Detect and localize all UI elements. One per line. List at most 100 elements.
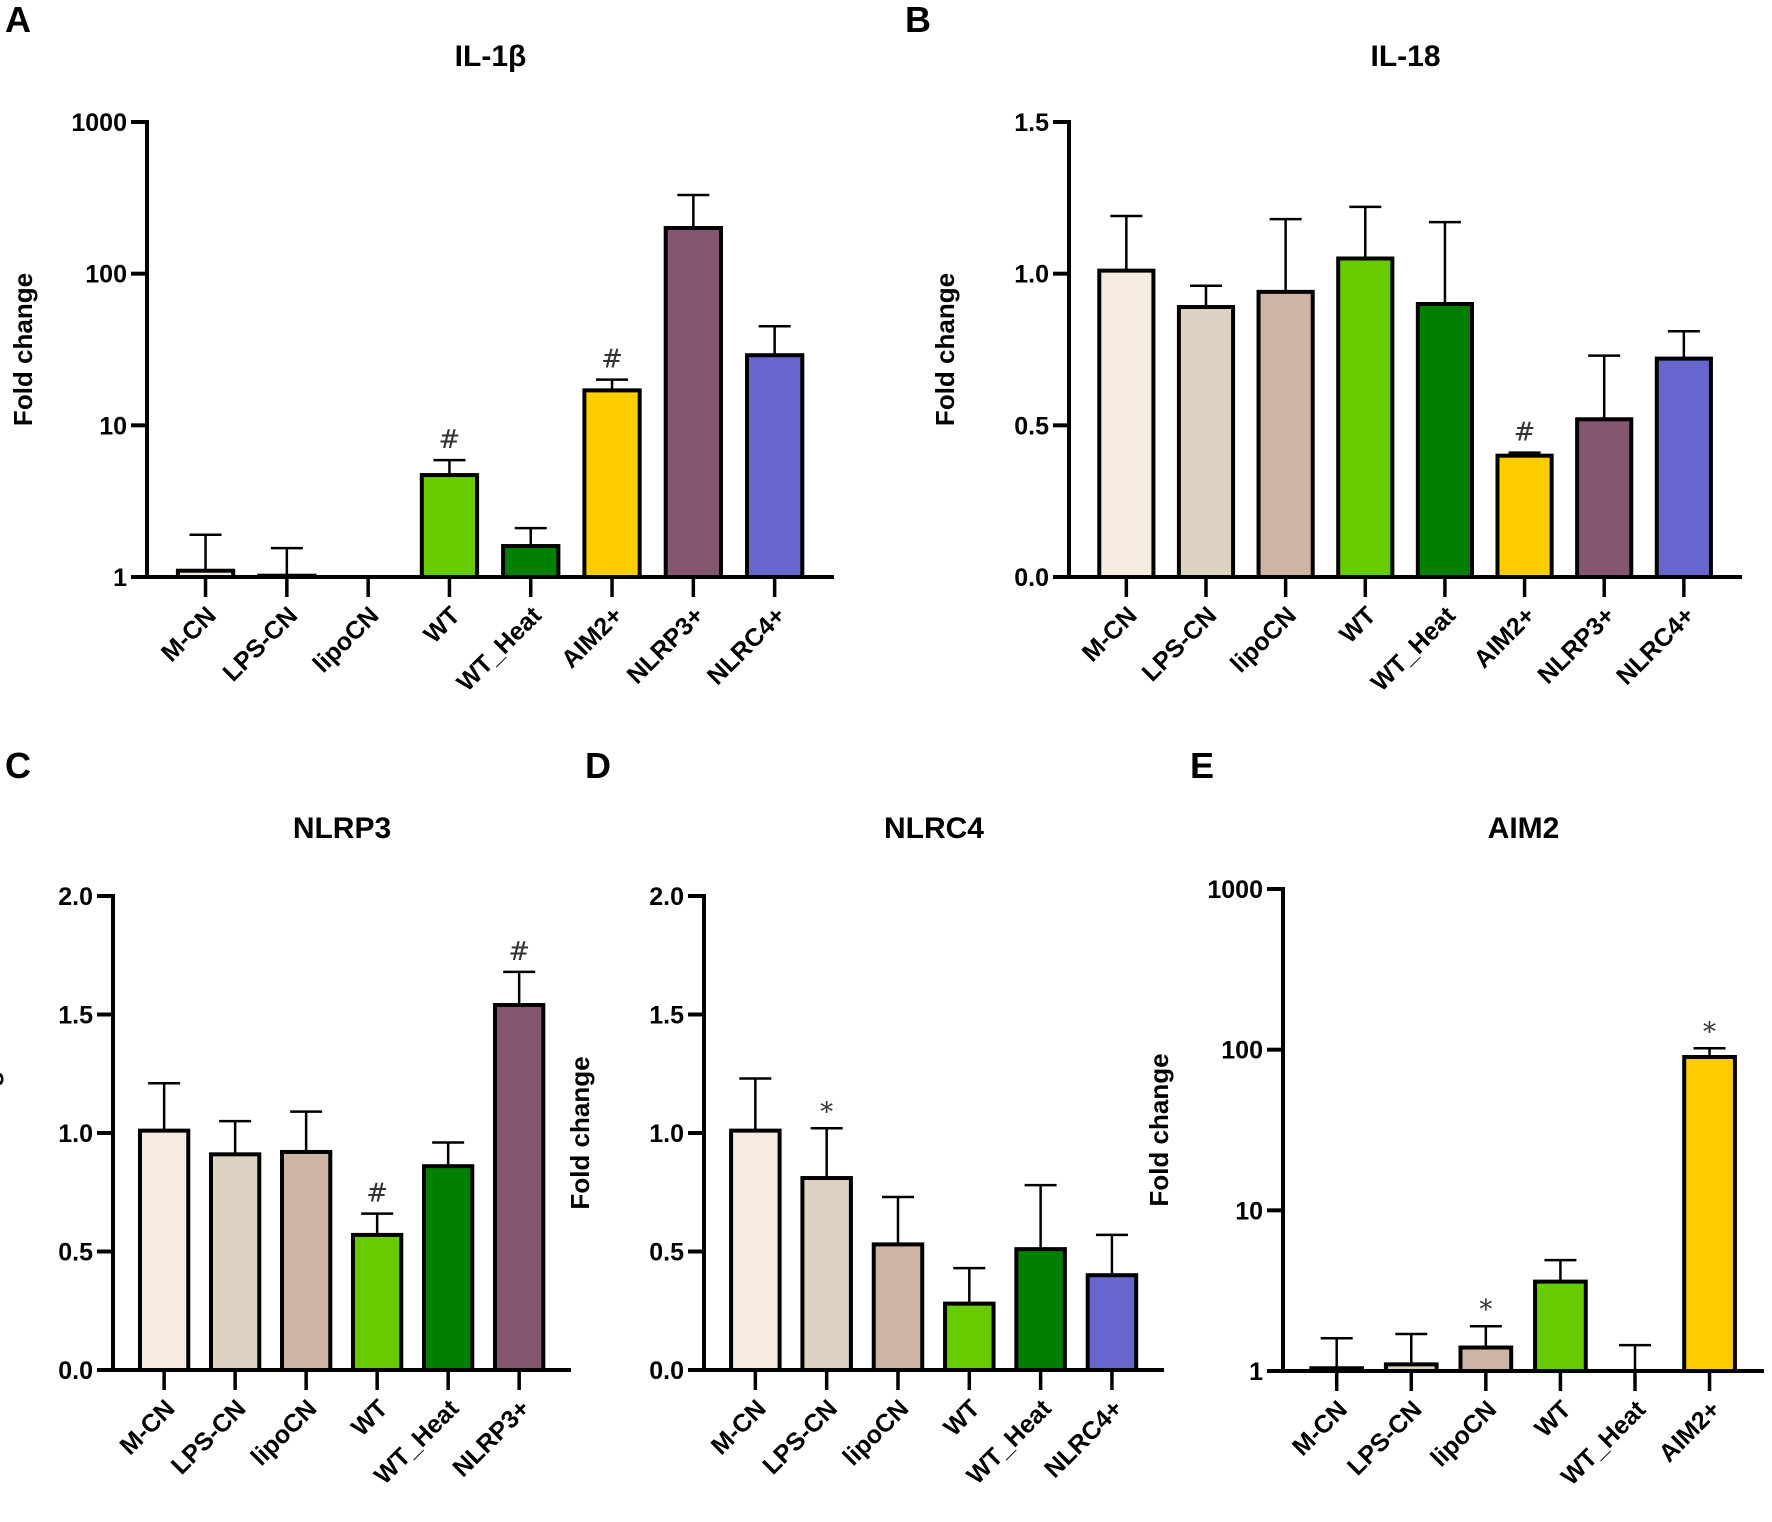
- x-tick-label: NLRC4+: [1039, 1394, 1128, 1483]
- chart-title: IL-18: [1370, 40, 1440, 73]
- bar-wt-heat: [501, 544, 561, 580]
- y-tick-label: 100: [85, 261, 127, 289]
- bar-lps-cn: [208, 1152, 262, 1372]
- bar-wt: [351, 1232, 404, 1373]
- bar-wt: [1336, 256, 1395, 579]
- panel-letter: B: [905, 0, 931, 40]
- significance-marker: #: [508, 937, 530, 967]
- x-tick-label: M-CN: [1077, 601, 1143, 667]
- y-tick-label: 10: [1235, 1197, 1263, 1225]
- bar-lps-cn: [800, 1176, 853, 1373]
- bar-nlrc4-: [1654, 356, 1713, 579]
- x-tick-label: LPS-CN: [217, 601, 303, 687]
- panel-letter: E: [1190, 745, 1214, 786]
- bar-nlrc4-: [1085, 1273, 1139, 1372]
- x-tick-label: WT: [1334, 601, 1381, 648]
- x-tick-label: LPS-CN: [757, 1394, 843, 1480]
- bar-aim2-: [582, 388, 642, 580]
- bar-wt-heat: [1014, 1247, 1067, 1373]
- x-tick-label: WT_Heat: [1366, 601, 1462, 697]
- y-axis-label: Fold change: [565, 1056, 595, 1209]
- x-tick-label: NLRC4+: [1611, 601, 1700, 690]
- panel-letter: D: [585, 745, 611, 786]
- y-tick-label: 0.5: [1014, 412, 1049, 440]
- x-tick-label: lipoCN: [1225, 601, 1302, 678]
- x-tick-label: NLRC4+: [702, 601, 791, 690]
- x-tick-label: lipoCN: [246, 1394, 323, 1471]
- x-tick-label: AIM2+: [1468, 601, 1540, 673]
- bar-aim2-: [1495, 453, 1554, 579]
- bar-nlrp3-: [1575, 417, 1634, 579]
- chart-title: IL-1β: [455, 40, 527, 73]
- chart-title: NLRC4: [884, 812, 984, 845]
- bar-lipocn: [279, 1149, 333, 1372]
- significance-marker: #: [601, 345, 623, 375]
- x-tick-label: M-CN: [156, 601, 222, 667]
- x-tick-label: NLRP3+: [622, 601, 710, 689]
- x-tick-label: M-CN: [1287, 1395, 1353, 1461]
- y-tick-label: 1.5: [1014, 109, 1049, 137]
- x-tick-label: WT: [418, 601, 465, 648]
- x-tick-label: LPS-CN: [166, 1394, 252, 1480]
- y-tick-label: 1.5: [58, 1002, 93, 1030]
- bar-wt-heat: [1415, 302, 1475, 579]
- bar-nlrp3-: [493, 1003, 546, 1373]
- bar-lipocn: [1256, 289, 1315, 579]
- x-tick-label: AIM2+: [1653, 1395, 1725, 1467]
- x-tick-label: lipoCN: [308, 601, 385, 678]
- x-tick-label: WT: [938, 1394, 985, 1441]
- x-tick-label: M-CN: [114, 1394, 180, 1460]
- x-tick-label: M-CN: [706, 1394, 772, 1460]
- bar-m-cn: [137, 1128, 191, 1372]
- x-tick-label: lipoCN: [837, 1394, 914, 1471]
- y-tick-label: 1000: [71, 109, 127, 137]
- y-axis-label: Fold change: [0, 1056, 4, 1209]
- bar-lps-cn: [1176, 305, 1236, 579]
- x-tick-label: NLRP3+: [1532, 601, 1620, 689]
- y-tick-label: 1.0: [58, 1120, 93, 1148]
- bar-wt: [1533, 1279, 1588, 1373]
- significance-marker: #: [1514, 418, 1536, 448]
- x-tick-label: AIM2+: [556, 601, 628, 673]
- bar-nlrc4-: [745, 353, 805, 579]
- bar-wt-heat: [422, 1164, 475, 1373]
- y-tick-label: 0.0: [649, 1357, 684, 1385]
- y-tick-label: 0.0: [58, 1357, 93, 1385]
- y-tick-label: 1.0: [649, 1120, 684, 1148]
- x-tick-label: NLRP3+: [447, 1394, 535, 1482]
- x-tick-label: WT_Heat: [452, 601, 548, 697]
- significance-marker: #: [366, 1179, 388, 1209]
- bar-nlrp3-: [663, 226, 723, 580]
- y-tick-label: 1000: [1207, 876, 1263, 904]
- y-tick-label: 0.0: [1014, 564, 1049, 592]
- bar-m-cn: [1097, 268, 1156, 579]
- bar-lipocn: [871, 1242, 925, 1373]
- y-tick-label: 1: [113, 564, 127, 592]
- x-tick-label: LPS-CN: [1137, 601, 1223, 687]
- bar-wt: [419, 473, 480, 579]
- significance-marker: *: [820, 1097, 833, 1127]
- panel-letter: A: [5, 0, 31, 40]
- y-tick-label: 1.5: [649, 1002, 684, 1030]
- bar-lipocn: [1458, 1345, 1514, 1373]
- y-tick-label: 0.5: [649, 1239, 684, 1267]
- bar-wt: [943, 1301, 996, 1373]
- significance-marker: *: [1703, 1017, 1716, 1047]
- bar-m-cn: [729, 1128, 782, 1372]
- chart-title: AIM2: [1488, 812, 1560, 845]
- x-tick-label: LPS-CN: [1342, 1395, 1428, 1481]
- y-tick-label: 10: [99, 412, 127, 440]
- bar-aim2-: [1682, 1055, 1737, 1373]
- significance-marker: *: [1479, 1295, 1492, 1325]
- chart-title: NLRP3: [293, 812, 391, 845]
- y-tick-label: 1.0: [1014, 261, 1049, 289]
- x-tick-label: lipoCN: [1425, 1395, 1502, 1472]
- y-tick-label: 1: [1249, 1358, 1263, 1386]
- panel-letter: C: [5, 745, 31, 786]
- significance-marker: #: [439, 425, 461, 455]
